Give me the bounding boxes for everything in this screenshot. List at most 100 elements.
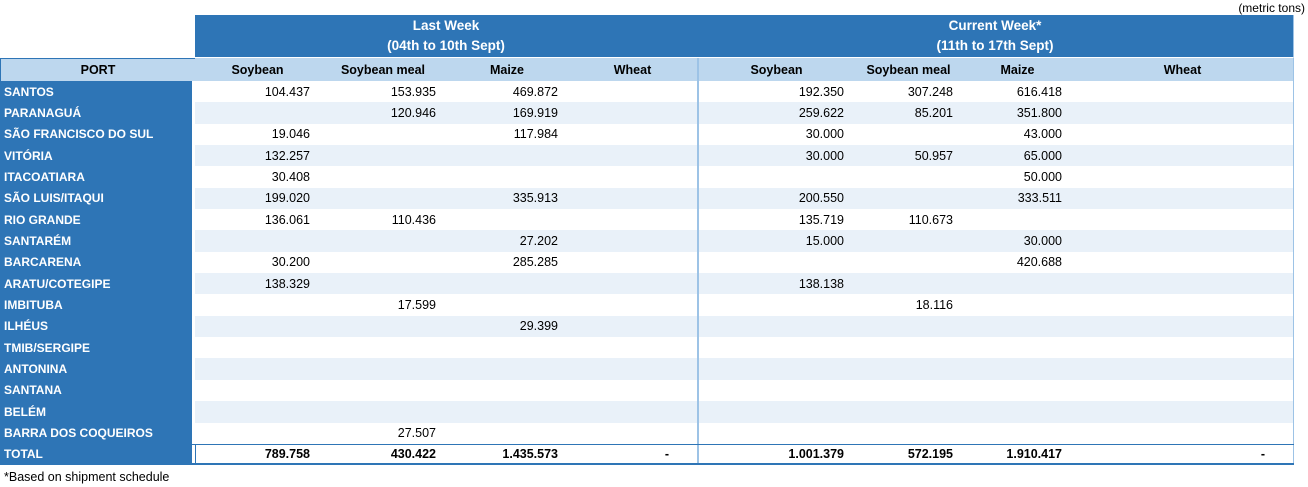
- port-cell: SÃO LUIS/ITAQUI: [0, 187, 195, 210]
- value-cell: [195, 337, 320, 359]
- value-cell: [195, 230, 320, 252]
- value-cell: [854, 166, 963, 188]
- port-cell: BELÉM: [0, 401, 195, 423]
- port-cell: BARCARENA: [0, 251, 195, 274]
- table-row: IMBITUBA 17.599 18.116: [0, 294, 1294, 316]
- value-cell: 50.957: [854, 145, 963, 167]
- value-cell: 259.622: [697, 102, 854, 124]
- value-cell: 30.000: [697, 123, 854, 146]
- value-cell: [697, 315, 854, 338]
- value-cell: [697, 251, 854, 274]
- value-cell: [963, 315, 1072, 338]
- table-row: VITÓRIA 132.257 30.000 50.957 65.000: [0, 145, 1294, 167]
- port-cell: ILHÉUS: [0, 315, 195, 338]
- value-cell: [963, 358, 1072, 380]
- value-cell: [446, 273, 568, 295]
- value-cell: [320, 187, 446, 210]
- value-cell: 43.000: [963, 123, 1072, 146]
- cw-wheat-header: Wheat: [1072, 58, 1294, 81]
- current-week-title: Current Week*: [948, 18, 1042, 33]
- value-cell: [1072, 209, 1294, 231]
- value-cell: 335.913: [446, 187, 568, 210]
- value-cell: [568, 379, 697, 402]
- value-cell: 307.248: [854, 81, 963, 103]
- value-cell: [446, 294, 568, 316]
- last-week-subtitle: (04th to 10th Sept): [387, 38, 505, 53]
- last-week-title: Last Week: [412, 18, 480, 33]
- current-week-subtitle: (11th to 17th Sept): [936, 38, 1054, 53]
- value-cell: [195, 358, 320, 380]
- value-cell: [446, 379, 568, 402]
- port-cell: RIO GRANDE: [0, 209, 195, 231]
- value-cell: 30.000: [963, 230, 1072, 252]
- value-cell: [320, 251, 446, 274]
- value-cell: [697, 166, 854, 188]
- value-cell: 65.000: [963, 145, 1072, 167]
- value-cell: [854, 379, 963, 402]
- value-cell: 30.000: [697, 145, 854, 167]
- value-cell: [963, 401, 1072, 423]
- value-cell: [568, 102, 697, 124]
- value-cell: [1072, 273, 1294, 295]
- value-cell: 120.946: [320, 102, 446, 124]
- value-cell: [320, 401, 446, 423]
- value-cell: [446, 145, 568, 167]
- value-cell: [568, 315, 697, 338]
- table-row: SANTARÉM 27.202 15.000 30.000: [0, 230, 1294, 252]
- value-cell: 85.201: [854, 102, 963, 124]
- value-cell: [195, 422, 320, 444]
- value-cell: [1072, 337, 1294, 359]
- band-corner: [0, 15, 195, 58]
- value-cell: [195, 401, 320, 423]
- value-cell: [963, 422, 1072, 444]
- lineup-table: Last Week (04th to 10th Sept) Current We…: [0, 15, 1294, 465]
- value-cell: 138.138: [697, 273, 854, 295]
- current-week-band: Current Week* (11th to 17th Sept): [697, 15, 1294, 58]
- value-cell: 333.511: [963, 187, 1072, 210]
- value-cell: 104.437: [195, 81, 320, 103]
- value-cell: [697, 422, 854, 444]
- value-cell: [568, 358, 697, 380]
- value-cell: [697, 401, 854, 423]
- value-cell: 169.919: [446, 102, 568, 124]
- value-cell: [697, 379, 854, 402]
- value-cell: 27.202: [446, 230, 568, 252]
- value-cell: -: [568, 444, 697, 463]
- port-cell: SANTARÉM: [0, 230, 195, 252]
- value-cell: [963, 379, 1072, 402]
- value-cell: [1072, 315, 1294, 338]
- value-cell: [854, 230, 963, 252]
- units-note: (metric tons): [1238, 1, 1305, 15]
- value-cell: [446, 401, 568, 423]
- value-cell: 351.800: [963, 102, 1072, 124]
- value-cell: [320, 230, 446, 252]
- table-row: TOTAL 789.758 430.422 1.435.573-1.001.379 57…: [0, 443, 1294, 465]
- value-cell: 135.719: [697, 209, 854, 231]
- port-cell: VITÓRIA: [0, 145, 195, 167]
- value-cell: [1072, 230, 1294, 252]
- value-cell: [854, 273, 963, 295]
- value-cell: 153.935: [320, 81, 446, 103]
- value-cell: [1072, 102, 1294, 124]
- value-cell: [1072, 145, 1294, 167]
- value-cell: [568, 166, 697, 188]
- value-cell: [320, 166, 446, 188]
- port-cell: IMBITUBA: [0, 294, 195, 316]
- value-cell: [1072, 123, 1294, 146]
- value-cell: [195, 315, 320, 338]
- value-cell: [854, 337, 963, 359]
- value-cell: 18.116: [854, 294, 963, 316]
- value-cell: [854, 251, 963, 274]
- value-cell: [568, 187, 697, 210]
- table-row: RIO GRANDE 136.061 110.436 135.719 110.673: [0, 209, 1294, 231]
- value-cell: 29.399: [446, 315, 568, 338]
- port-cell: TMIB/SERGIPE: [0, 337, 195, 359]
- value-cell: [195, 294, 320, 316]
- value-cell: [568, 145, 697, 167]
- value-cell: [854, 187, 963, 210]
- value-cell: [963, 337, 1072, 359]
- value-cell: 789.758: [195, 444, 320, 463]
- table-row: SÃO LUIS/ITAQUI 199.020 335.913 200.550 333.…: [0, 187, 1294, 210]
- value-cell: 136.061: [195, 209, 320, 231]
